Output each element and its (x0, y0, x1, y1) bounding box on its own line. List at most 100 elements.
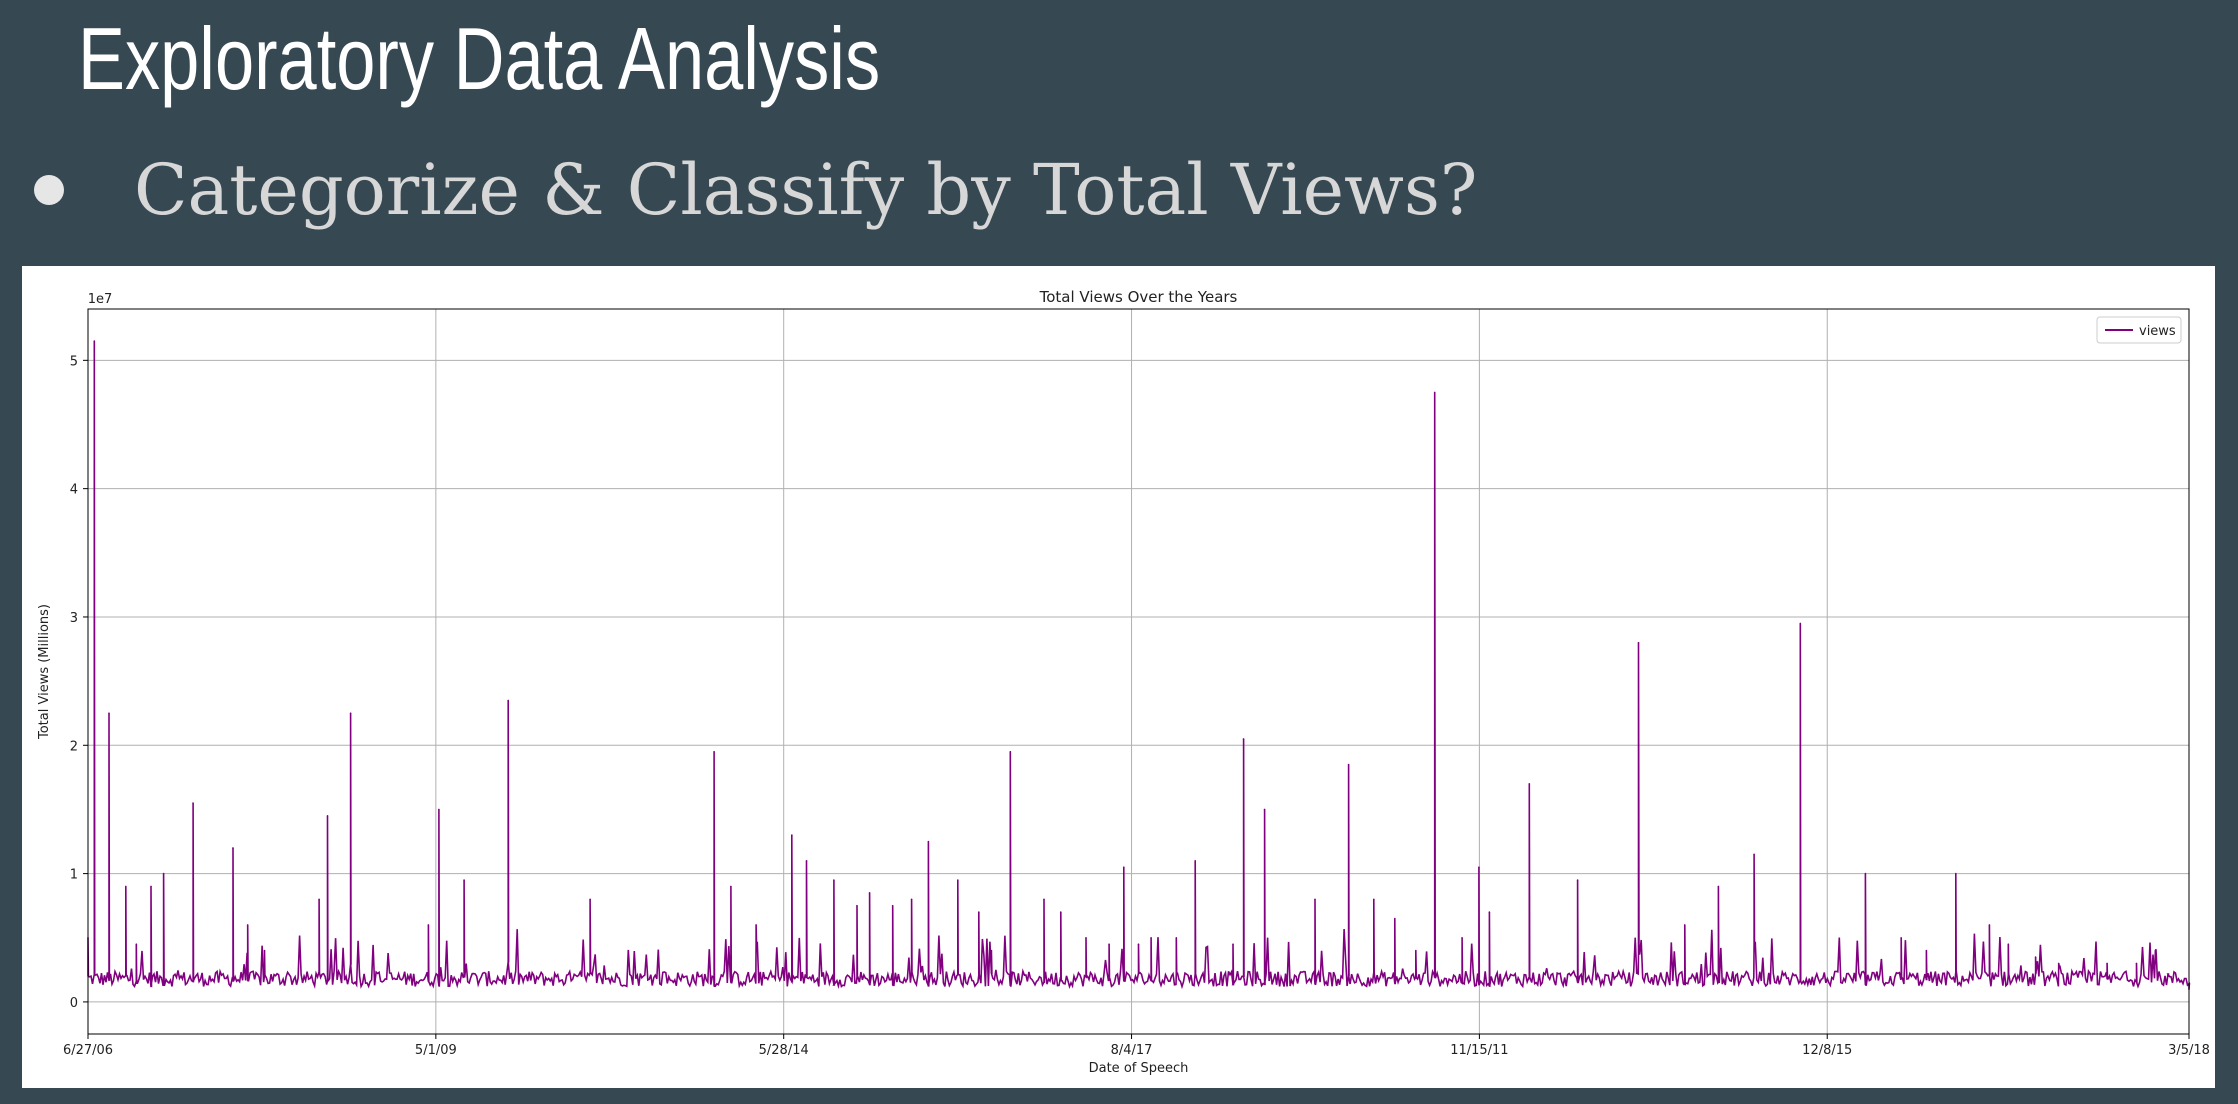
y-offset-label: 1e7 (88, 292, 113, 307)
data-point (990, 949, 993, 952)
data-point (1478, 866, 1480, 868)
data-point (1009, 750, 1012, 753)
plot-frame (87, 308, 2190, 1035)
data-point (1433, 391, 1436, 394)
data-point (2154, 962, 2157, 965)
data-point (150, 885, 152, 888)
data-point (1637, 641, 1640, 644)
x-tick-label: 5/28/14 (759, 1043, 809, 1058)
data-point (1194, 859, 1197, 862)
data-point (1415, 949, 1417, 952)
data-point (2057, 962, 2060, 965)
data-point (791, 834, 793, 836)
x-tick-label: 11/15/11 (1450, 1043, 1508, 1058)
data-point (1717, 885, 1720, 888)
data-point (1263, 808, 1266, 811)
data-point (730, 885, 732, 888)
x-tick-label: 5/1/09 (415, 1043, 457, 1058)
x-tick-label: 6/27/06 (63, 1043, 113, 1058)
legend-label: views (2139, 324, 2176, 339)
x-tick-label: 12/8/15 (1802, 1043, 1852, 1058)
data-point (1347, 763, 1350, 766)
data-point (438, 808, 440, 811)
data-point (1461, 936, 1463, 939)
bullet-dot-icon (34, 175, 64, 205)
data-point (978, 911, 980, 913)
data-point (1150, 936, 1152, 939)
data-point (1900, 936, 1902, 939)
data-point (927, 840, 930, 843)
bullet-text: Categorize & Classify by Total Views? (134, 149, 1478, 231)
data-point (713, 750, 715, 753)
views-series-line (87, 341, 2191, 990)
data-point (507, 699, 510, 702)
slide-title: Exploratory Data Analysis (78, 9, 881, 108)
y-tick-label: 4 (70, 483, 78, 498)
data-point (1799, 622, 1802, 625)
data-point (2135, 962, 2138, 965)
data-point (957, 879, 959, 881)
y-tick-label: 0 (70, 996, 78, 1011)
data-point (891, 904, 894, 907)
chart-panel: 0 1 2 3 4 5 6/27/06 5/1/09 5/28/14 8/4/17 11/15/11… (22, 266, 2215, 1088)
data-point (1576, 879, 1579, 881)
data-point (1043, 898, 1045, 901)
data-point (1122, 866, 1125, 868)
data-point (427, 924, 430, 926)
y-tick-label: 1 (70, 868, 78, 883)
views-line-chart: 0 1 2 3 4 5 6/27/06 5/1/09 5/28/14 8/4/17 11/15/11… (37, 288, 2210, 1076)
data-point (833, 879, 835, 881)
data-point (910, 898, 913, 901)
bullet-row: Categorize & Classify by Total Views? (34, 140, 1477, 240)
data-point (1059, 911, 1062, 913)
data-point (856, 904, 858, 907)
data-point (1314, 898, 1316, 901)
data-point (192, 802, 194, 804)
data-point (755, 924, 757, 926)
data-point (2106, 962, 2108, 965)
data-point (1394, 917, 1396, 920)
data-point (1528, 782, 1531, 785)
x-axis-label: Date of Speech (1089, 1061, 1189, 1076)
data-point (1954, 872, 1957, 875)
data-point (263, 949, 266, 952)
data-point (1232, 943, 1234, 945)
data-point (2007, 943, 2010, 945)
data-point (162, 872, 165, 875)
data-point (318, 898, 320, 901)
data-point (1683, 924, 1686, 926)
data-point (805, 859, 808, 862)
data-point (125, 885, 127, 888)
data-point (1925, 949, 1928, 952)
data-point (2034, 956, 2037, 958)
x-tick-label: 3/5/18 (2168, 1043, 2210, 1058)
data-point (1864, 872, 1867, 875)
y-tick-label: 3 (70, 611, 78, 626)
data-point (1988, 924, 1991, 926)
data-point (1108, 943, 1110, 945)
y-axis-label: Total Views (Millions) (37, 604, 52, 740)
data-point (1373, 898, 1375, 901)
data-point (463, 879, 465, 881)
data-point (1137, 943, 1140, 945)
data-point (1753, 853, 1755, 856)
data-point (246, 924, 249, 926)
y-tick-label: 5 (70, 354, 78, 369)
chart-title: Total Views Over the Years (1039, 288, 1238, 306)
data-point (135, 943, 138, 945)
y-tick-label: 2 (70, 739, 78, 754)
data-point (1488, 911, 1491, 913)
data-point (1085, 936, 1087, 939)
data-point (1242, 738, 1245, 740)
data-point (1175, 936, 1178, 939)
data-point (349, 712, 352, 715)
data-point (326, 815, 329, 817)
x-tick-label: 8/4/17 (1111, 1043, 1153, 1058)
data-point (2167, 975, 2169, 978)
data-point (108, 712, 110, 715)
data-point (93, 340, 96, 342)
data-point (589, 898, 591, 901)
data-point (232, 847, 234, 849)
data-point (868, 892, 871, 894)
legend-box (2096, 316, 2182, 344)
